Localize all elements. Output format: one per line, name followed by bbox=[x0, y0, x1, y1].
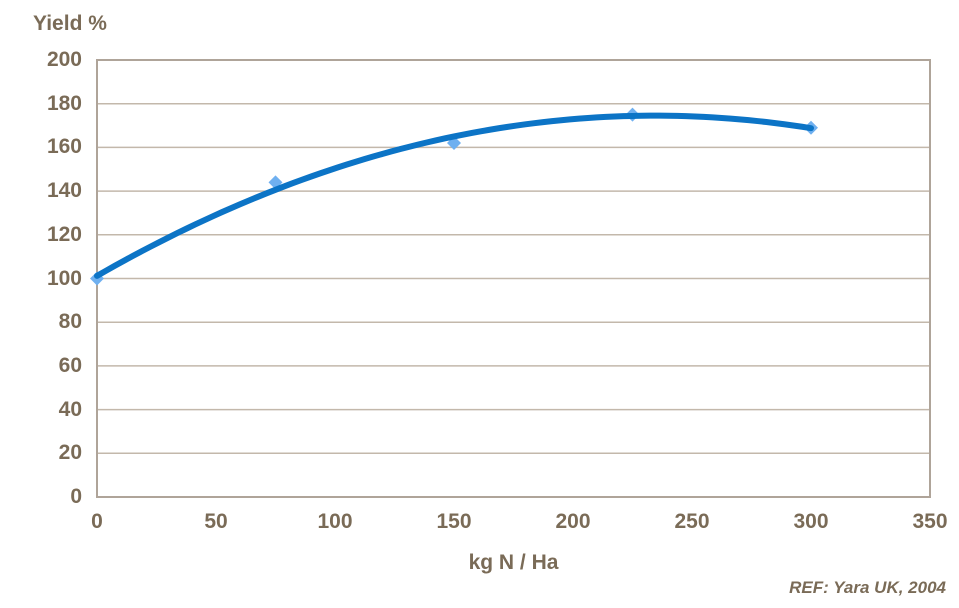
x-tick-label: 250 bbox=[674, 510, 710, 533]
x-tick-label: 300 bbox=[793, 510, 829, 533]
y-tick-label: 60 bbox=[58, 353, 82, 377]
x-tick-label: 100 bbox=[317, 510, 353, 533]
x-tick-label: 150 bbox=[436, 510, 472, 533]
chart-title: Yield % bbox=[33, 12, 107, 35]
y-tick-label: 160 bbox=[46, 135, 82, 159]
y-tick-label: 100 bbox=[46, 266, 82, 290]
y-tick-label: 140 bbox=[46, 179, 82, 203]
trend-line bbox=[94, 112, 814, 279]
data-point-marker bbox=[90, 271, 104, 286]
y-tick-label: 200 bbox=[46, 48, 82, 71]
x-tick-label: 0 bbox=[91, 510, 103, 533]
x-tick-label: 50 bbox=[204, 510, 228, 533]
x-tick-label: 350 bbox=[912, 510, 948, 533]
y-tick-label: 180 bbox=[46, 91, 82, 115]
y-tick-label: 40 bbox=[58, 397, 82, 421]
plot-border bbox=[96, 59, 931, 498]
x-tick-label: 200 bbox=[555, 510, 591, 533]
data-point-marker bbox=[625, 107, 640, 122]
y-tick-label: 80 bbox=[58, 310, 82, 334]
data-point-marker bbox=[804, 120, 818, 135]
data-point-marker bbox=[447, 136, 461, 151]
data-point-marker bbox=[268, 175, 283, 190]
y-tick-label: 0 bbox=[70, 485, 82, 508]
x-axis-title: kg N / Ha bbox=[468, 551, 559, 574]
y-tick-label: 20 bbox=[58, 441, 82, 465]
source-reference: REF: Yara UK, 2004 bbox=[789, 578, 946, 597]
y-tick-label: 120 bbox=[46, 222, 82, 246]
